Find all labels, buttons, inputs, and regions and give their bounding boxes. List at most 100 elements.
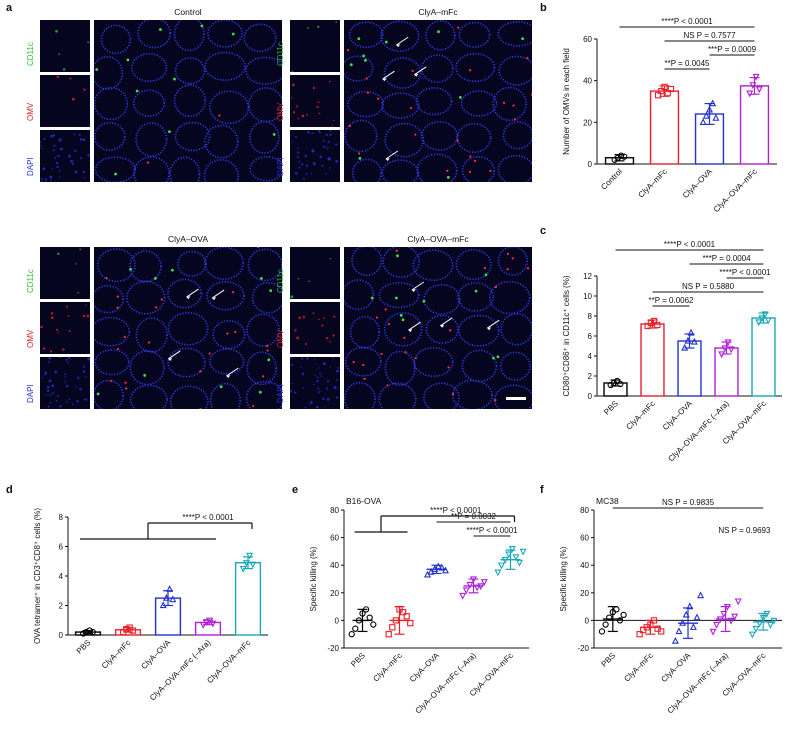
omv-signal <box>160 298 163 301</box>
data-point <box>636 631 643 638</box>
y-tick-label: 0 <box>588 160 593 169</box>
cell-outline <box>94 316 131 347</box>
fluorescence-dot <box>306 113 308 116</box>
micrograph-title: Control <box>174 7 202 17</box>
micrograph-control: Control CD11c OMV DAPI <box>26 7 282 185</box>
fluorescence-dot <box>314 359 316 361</box>
omv-signal <box>116 347 120 351</box>
cell-outline <box>174 121 211 152</box>
fluorescence-dot <box>74 149 77 153</box>
data-point <box>169 595 177 603</box>
fluorescence-dot <box>65 401 68 403</box>
cell-outline <box>204 247 245 280</box>
fluorescence-dot <box>59 405 62 408</box>
fluorescence-dot <box>57 252 60 256</box>
micrograph-title: ClyA–OVA <box>168 234 208 244</box>
data-point <box>362 606 370 613</box>
data-point <box>459 592 467 600</box>
fluorescence-dot <box>297 117 300 120</box>
cell-outline <box>420 121 459 151</box>
data-point <box>473 584 481 592</box>
arrowhead-icon <box>396 44 401 48</box>
cell-outline <box>129 384 168 409</box>
data-point <box>675 627 683 635</box>
cell-outline <box>251 281 282 314</box>
significance-label: ****P < 0.0001 <box>661 17 713 26</box>
cell-outline <box>212 319 246 350</box>
panel-letter-f: f <box>540 484 544 496</box>
cd11c-signal <box>384 40 388 44</box>
fluorescence-dot <box>297 278 299 280</box>
fluorescence-dot <box>321 164 324 167</box>
significance-label: ****P < 0.0001 <box>430 506 482 515</box>
cell-outline <box>249 155 282 182</box>
fluorescence-dot <box>64 376 66 378</box>
data-point <box>606 614 613 621</box>
cell-outline <box>423 382 460 409</box>
cell-outline <box>173 20 205 52</box>
omv-signal <box>468 170 472 173</box>
fluorescence-dot <box>326 380 330 383</box>
omv-signal <box>124 381 127 384</box>
cd11c-signal <box>129 267 132 271</box>
data-point <box>407 620 414 627</box>
cd11c-signal <box>231 32 235 36</box>
fluorescence-dot <box>57 154 60 158</box>
fluorescence-dot <box>87 154 90 157</box>
y-tick-label: 6 <box>588 332 593 341</box>
fluorescence-dot <box>312 149 315 152</box>
cell-outline <box>94 379 124 409</box>
fluorescence-dot <box>83 177 86 179</box>
fluorescence-dot <box>60 147 63 151</box>
data-point <box>515 559 524 567</box>
fluorescence-dot <box>319 372 321 375</box>
fluorescence-dot <box>302 387 304 389</box>
fluorescence-dot <box>80 157 83 159</box>
fluorescence-dot <box>326 147 329 150</box>
merged-image <box>344 247 532 409</box>
data-point <box>764 317 772 325</box>
cd11c-signal <box>153 276 157 280</box>
fluorescence-dot <box>306 357 309 360</box>
data-point <box>480 579 488 586</box>
data-point <box>83 628 90 636</box>
data-point <box>709 628 717 636</box>
x-tick-label: ClyA–OVA–mFc <box>712 167 759 214</box>
fluorescence-dot <box>306 353 309 354</box>
cd11c-signal <box>143 373 147 377</box>
cell-outline <box>351 247 383 277</box>
cd11c-signal <box>399 313 403 317</box>
fluorescence-dot <box>79 248 81 251</box>
omv-signal <box>116 295 119 298</box>
fluorescence-dot <box>41 177 43 180</box>
data-point <box>671 636 679 644</box>
micrograph-clya-ova: ClyA–OVA CD11c OMV DAPI <box>26 234 282 412</box>
data-point <box>689 623 697 630</box>
cell-outline <box>94 121 126 151</box>
cd11c-signal <box>173 77 176 81</box>
x-tick-label: ClyA–OVA–mFc <box>205 638 252 685</box>
fluorescence-dot <box>316 105 319 109</box>
fluorescence-dot <box>71 403 74 406</box>
arrowhead-icon <box>226 374 231 378</box>
cell-outline <box>94 349 130 376</box>
channel-label-dapi: DAPI <box>26 384 35 403</box>
bar-clya-mfc <box>649 90 680 165</box>
cell-outline <box>169 385 209 409</box>
cell-outline <box>344 381 376 409</box>
fluorescence-dot <box>54 156 57 159</box>
cell-outline <box>416 153 458 182</box>
fluorescence-dot <box>45 393 47 396</box>
omv-signal <box>231 291 235 294</box>
fluorescence-dot <box>318 367 321 369</box>
fluorescence-dot <box>298 166 301 169</box>
cd11c-signal <box>370 296 374 300</box>
data-point <box>761 311 769 319</box>
channel-label-cd11c: CD11c <box>26 269 35 293</box>
channel-tile-cd11c <box>40 20 90 72</box>
cd11c-signal <box>484 273 488 277</box>
omv-signal <box>494 399 497 402</box>
fluorescence-dot <box>327 140 330 143</box>
fluorescence-dot <box>290 97 293 99</box>
cell-outline <box>204 124 239 159</box>
